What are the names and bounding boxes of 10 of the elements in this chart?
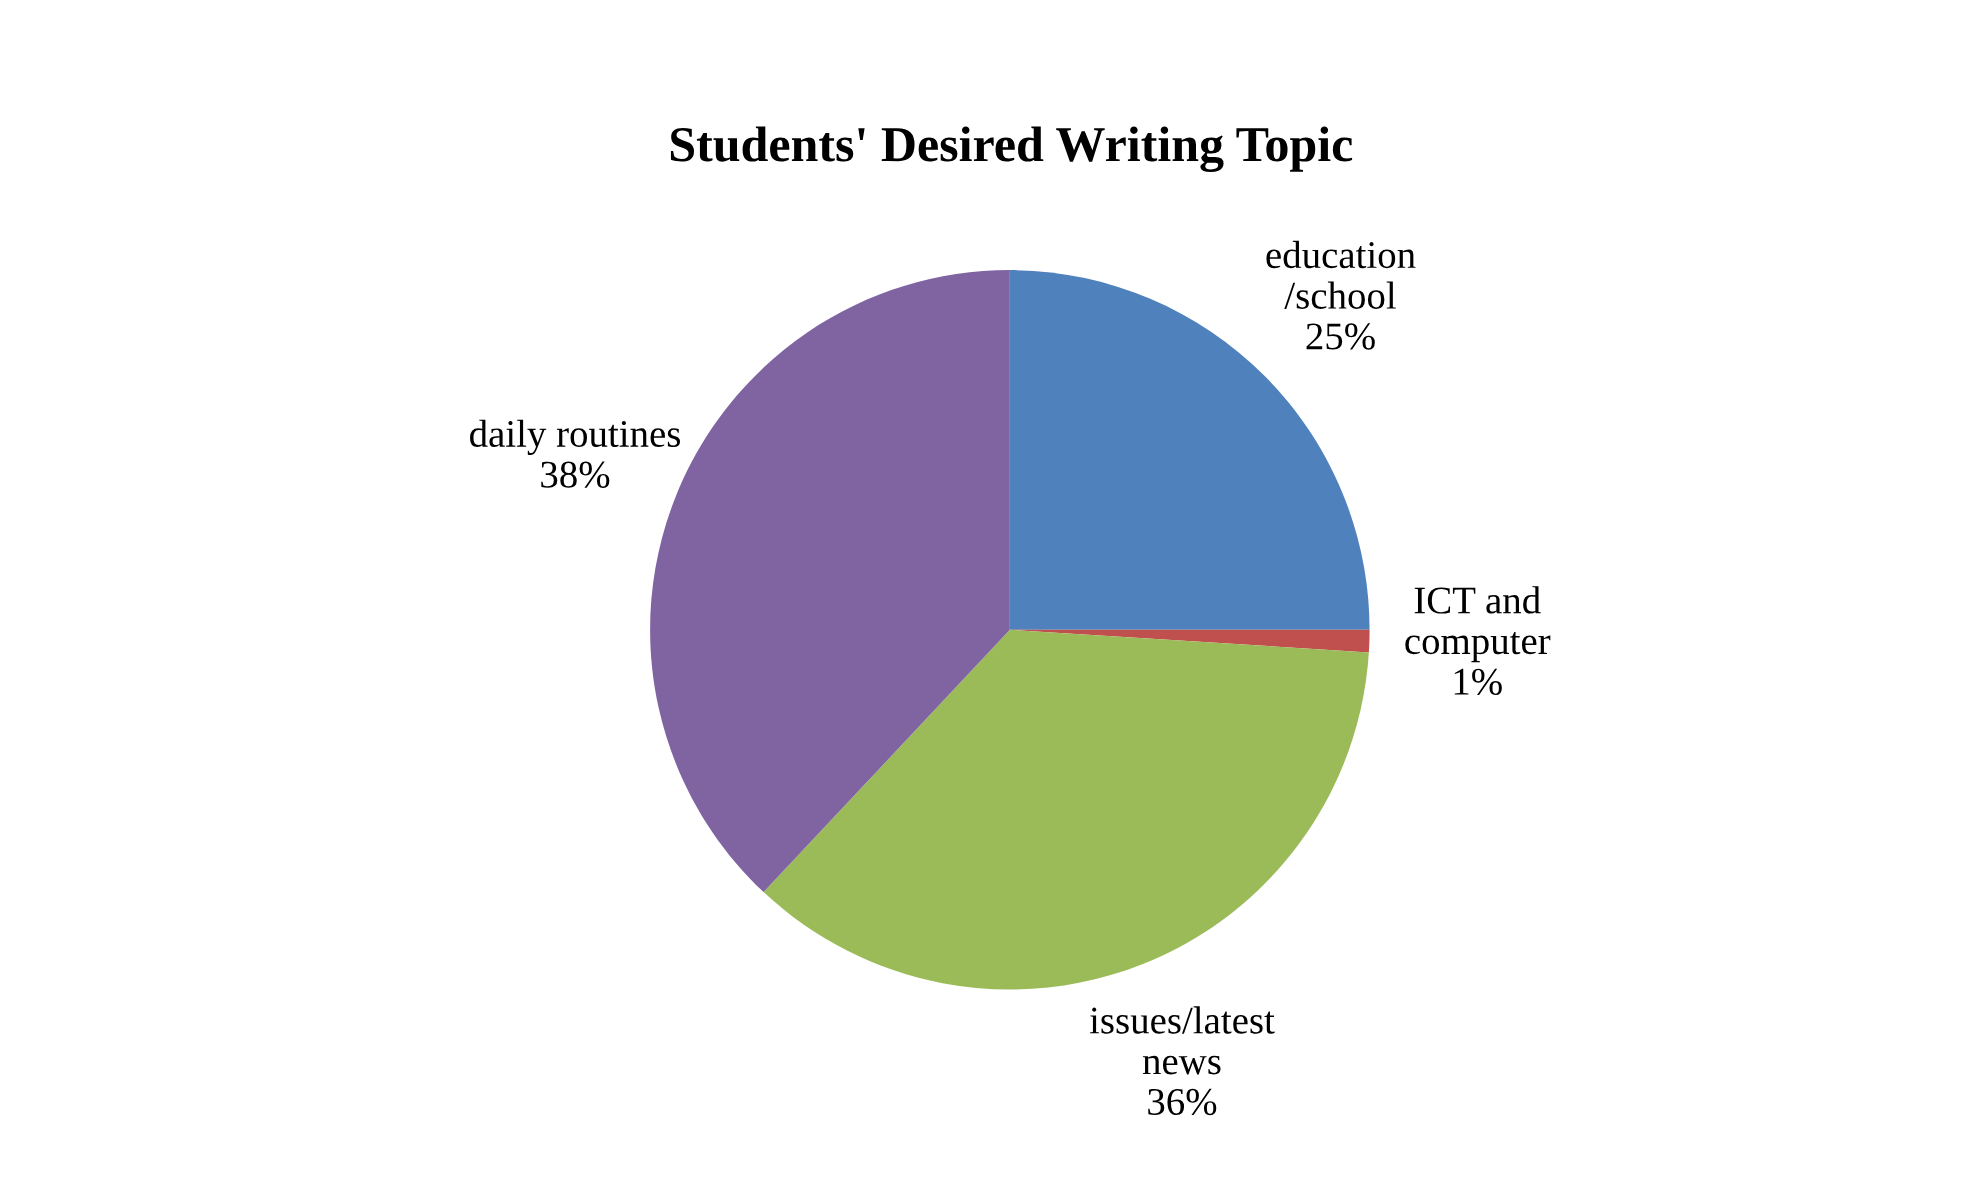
chart-title: Students' Desired Writing Topic (670, 126, 1353, 173)
data-label: 36% (1148, 1088, 1217, 1116)
slice-label: ICT and computer (1405, 586, 1551, 663)
data-label: 25% (1306, 323, 1375, 350)
slice-label: issues/latest news (1089, 1006, 1275, 1075)
slice-label: education /school (1266, 240, 1416, 309)
slice-label: daily routines (470, 419, 680, 456)
pie-slice (763, 629, 1369, 990)
data-label: 1% (1454, 668, 1502, 696)
data-label: 38% (541, 461, 610, 488)
